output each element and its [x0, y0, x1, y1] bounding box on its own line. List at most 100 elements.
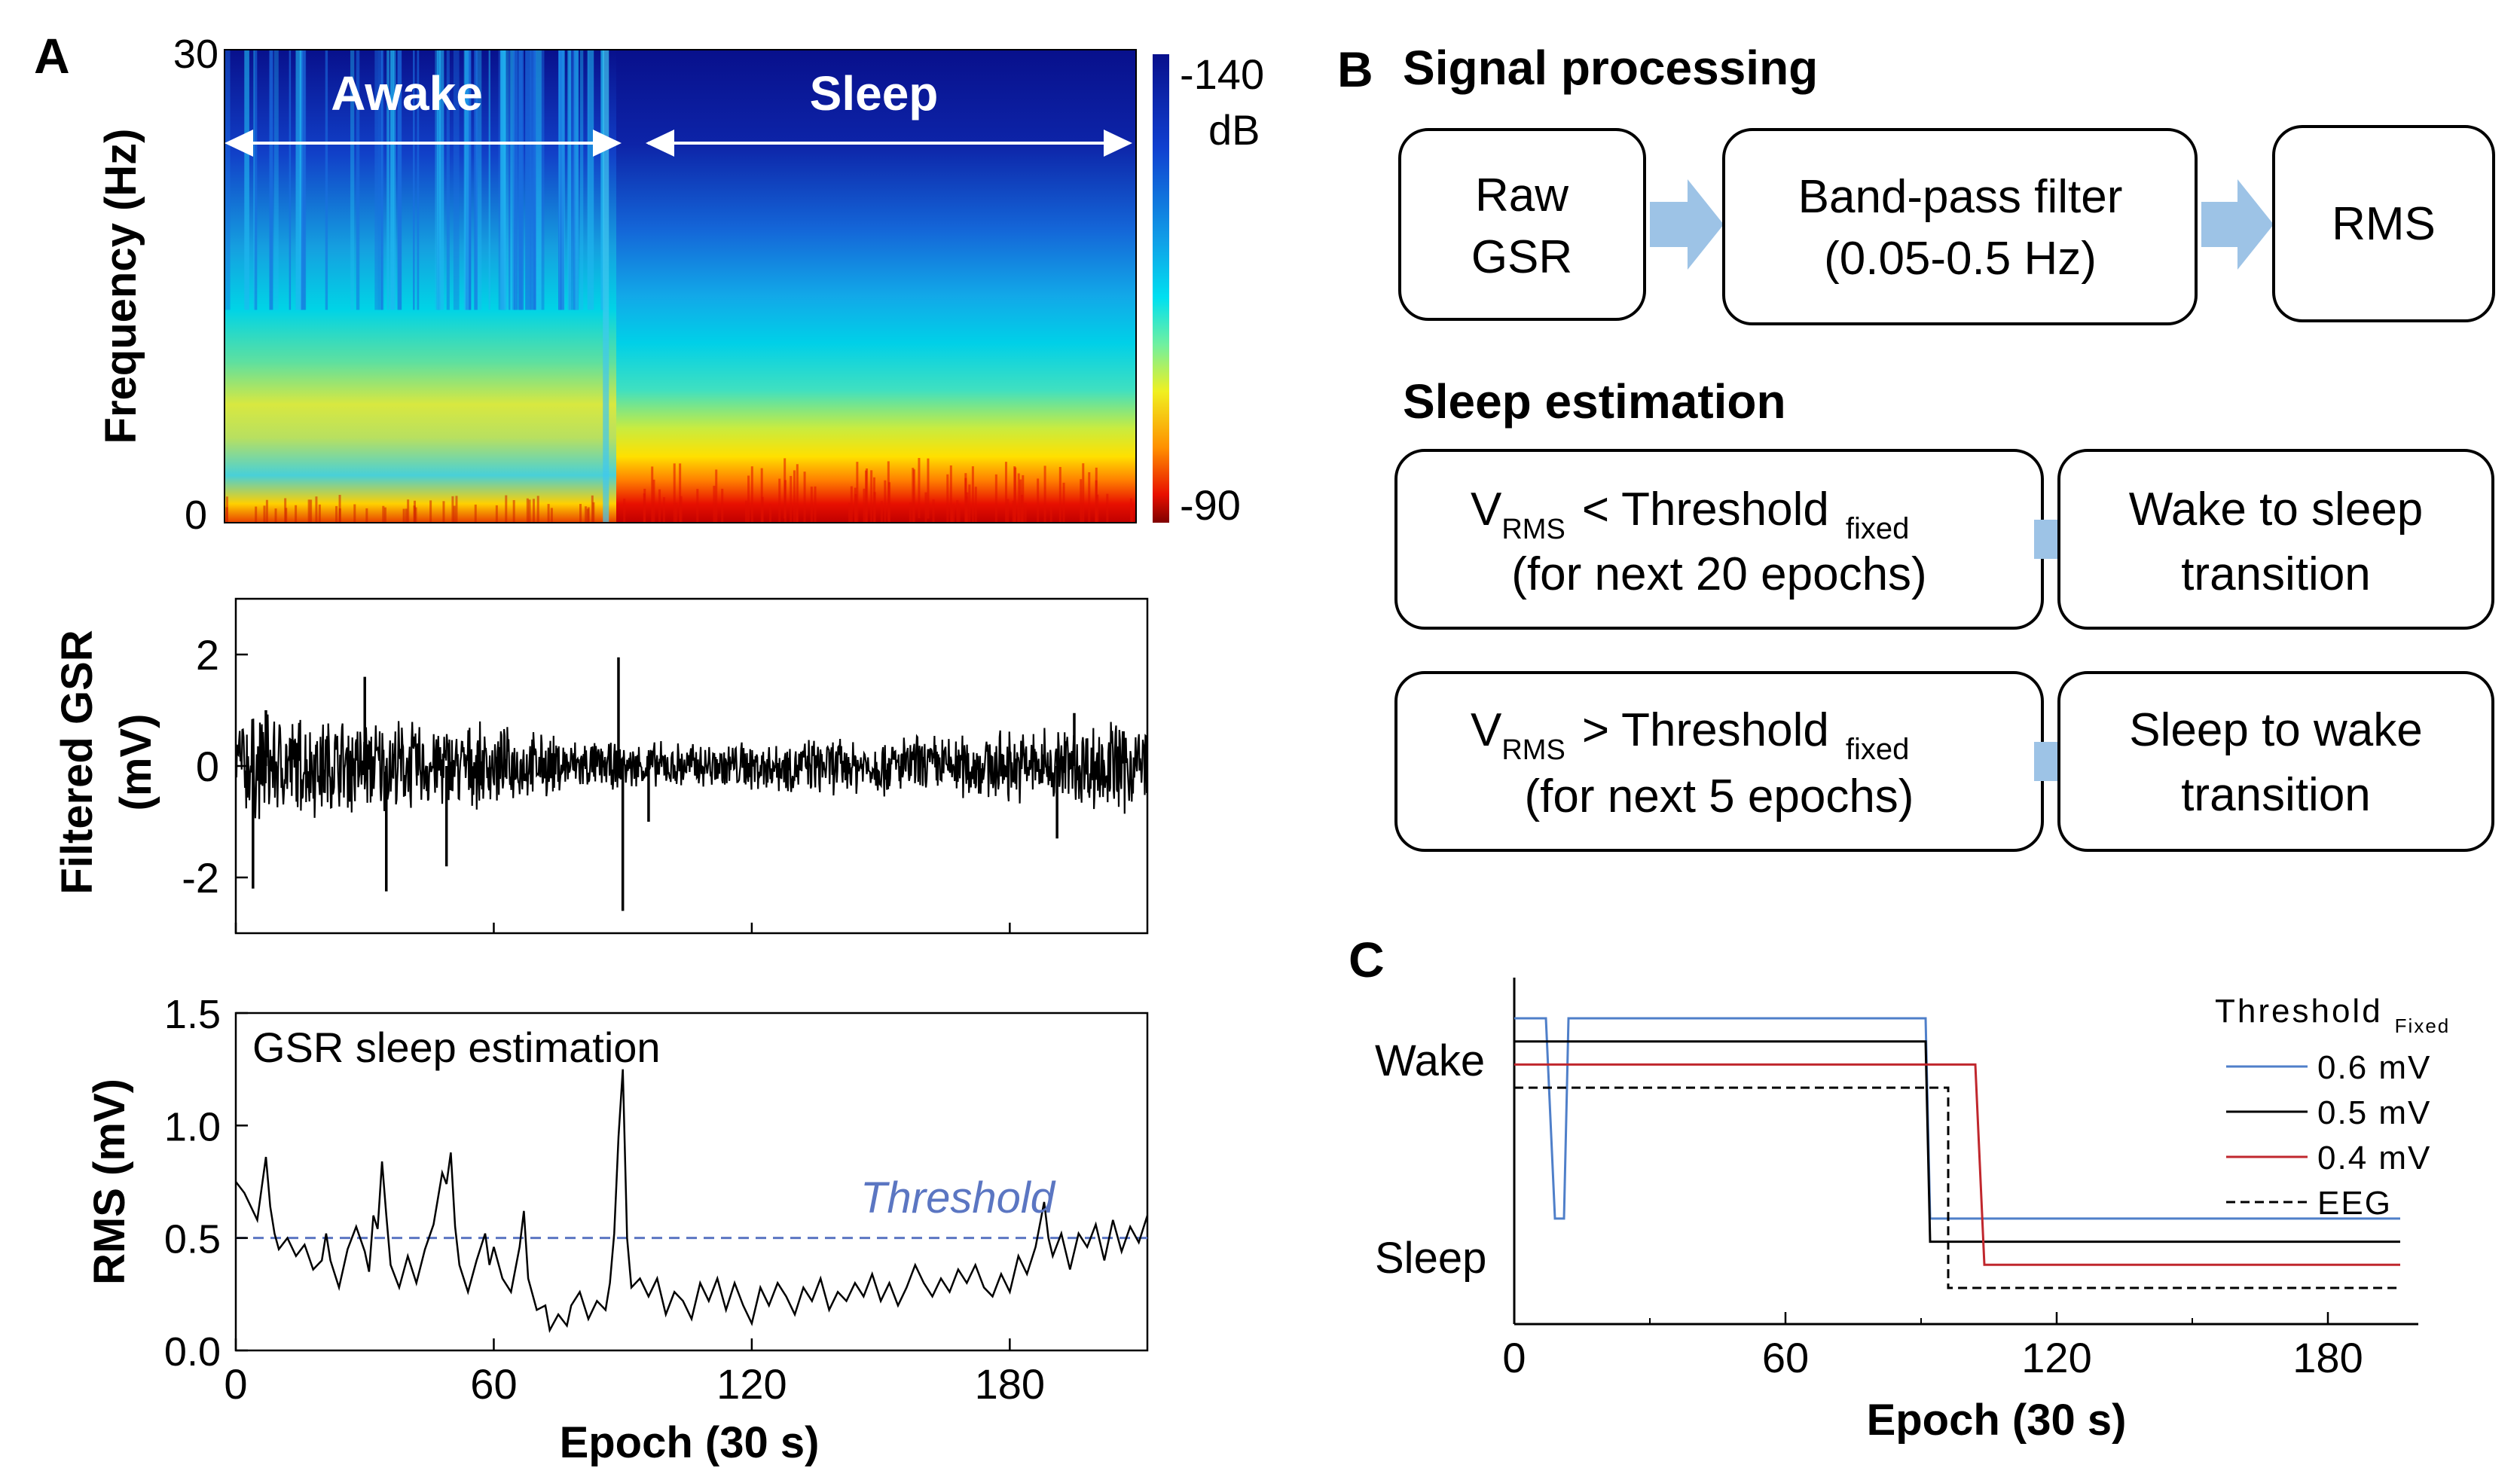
spectrogram-low-band [414, 500, 417, 523]
spectrogram-low-band [721, 488, 724, 523]
spectrogram-streak [600, 50, 604, 310]
legend-label: 0.6 mV [2317, 1049, 2431, 1086]
spectrogram-chart: Awake Sleep 30 0 Frequency (Hz) [96, 32, 1137, 538]
bandpass-line2: (0.05-0.5 Hz) [1824, 233, 2097, 285]
spectrogram-low-band [442, 501, 445, 523]
spectrogram-low-band [1024, 502, 1027, 523]
region-label-awake: Awake [331, 66, 483, 121]
spectrogram-streak [579, 50, 584, 310]
spectrogram-low-band [274, 508, 277, 523]
rms-ytick-label: 1.0 [164, 1104, 221, 1149]
spectrogram-awake-region [225, 50, 616, 523]
gsr-trace [236, 714, 1147, 819]
spectrogram-low-band [866, 468, 869, 523]
spectrogram-low-band [623, 499, 626, 523]
panel-label-c: C [1349, 932, 1385, 987]
rms-xtick-label: 180 [975, 1360, 1045, 1408]
colorbar: -140 dB -90 [1153, 50, 1264, 529]
spectrogram-streak [269, 50, 273, 310]
spectrogram-streak [518, 50, 524, 310]
spectrogram-low-band [863, 488, 866, 523]
condition2-line2: (for next 5 epochs) [1525, 771, 1914, 822]
hypnogram-xlabel: Epoch (30 s) [1867, 1396, 2127, 1445]
spectrogram-streak [474, 50, 478, 310]
hypnogram-series-0 [1514, 1017, 2400, 1220]
raw-gsr-line2: GSR [1471, 231, 1572, 283]
spectrogram-low-band [414, 507, 417, 523]
spectrogram-streak [573, 50, 579, 310]
spectrogram-low-band [909, 502, 912, 523]
spectrogram-low-band [265, 499, 268, 523]
flowchart: Raw GSR Band-pass filter (0.05-0.5 Hz) R… [1394, 125, 2495, 852]
spectrogram-low-band [1129, 498, 1132, 523]
hypnogram-xtick-label: 120 [2021, 1334, 2091, 1381]
spectrogram-low-band [873, 492, 876, 523]
spectrogram-streak [587, 50, 589, 310]
spectrogram-low-band [1095, 480, 1098, 523]
spectrogram-low-band [285, 508, 288, 523]
spectrogram-low-band [651, 466, 654, 523]
spectrogram-low-band [968, 484, 971, 523]
spectrogram-low-band [927, 458, 930, 519]
spectrogram-low-band [1080, 479, 1083, 523]
condition1-v: V [1471, 484, 1502, 536]
condition1-v-sub: RMS [1501, 514, 1565, 545]
spectrogram-streak [244, 50, 249, 310]
spectrogram-low-band [295, 505, 298, 523]
legend-title: Threshold Fixed [2215, 993, 2450, 1037]
spectrogram-streak [488, 50, 490, 310]
arrow-raw-to-filter [1650, 179, 1724, 270]
spectrogram-streak [255, 50, 257, 310]
spectrogram-low-band [956, 500, 959, 523]
spectrogram-streak [254, 50, 258, 310]
spectrogram-low-band [382, 505, 385, 523]
spectrogram-low-band [966, 492, 969, 523]
hypnogram-legend: Threshold Fixed 0.6 mV 0.5 mV 0.4 mV EEG [2215, 993, 2450, 1222]
spectrogram-low-band [974, 487, 977, 523]
signal-processing-title: Signal processing [1403, 41, 1818, 95]
spectrogram-streak [295, 50, 302, 310]
threshold-label: Threshold [860, 1173, 1056, 1222]
hypnogram-sleep-label: Sleep [1375, 1234, 1486, 1283]
spectrogram-low-band [848, 502, 851, 523]
spectrogram-streak [386, 50, 389, 310]
spectrogram-low-band [1022, 475, 1025, 523]
spectrogram-low-band [850, 486, 853, 523]
result1-line2: transition [2181, 548, 2371, 600]
spectrogram-low-band [796, 464, 799, 523]
sleep-to-wake-box [2057, 671, 2494, 852]
spectrogram-streak [588, 50, 594, 310]
spectrogram-low-band [307, 499, 310, 523]
spectrogram-streak [377, 50, 381, 310]
spectrogram-low-band [790, 475, 793, 523]
spectrogram-low-band [1082, 463, 1085, 523]
spectrogram-low-band [856, 462, 859, 523]
spectrogram-low-band [643, 488, 646, 523]
spectrogram-low-band [532, 499, 535, 523]
bandpass-line1: Band-pass filter [1798, 171, 2123, 223]
spectrogram-low-band [952, 503, 955, 523]
spectrogram-low-band [1131, 507, 1134, 523]
condition-wake-to-sleep-box [1394, 449, 2044, 630]
spectrogram-low-band [1043, 465, 1046, 523]
spectrogram-streak [435, 50, 439, 310]
spectrogram-streak [570, 50, 576, 310]
legend-title-main: Threshold [2215, 993, 2383, 1030]
sleep-estimation-title: Sleep estimation [1403, 374, 1786, 429]
condition2-op: > Threshold [1582, 704, 1829, 756]
spectrogram-streak [380, 50, 383, 310]
rms-xtick-label: 60 [470, 1360, 517, 1408]
spectrogram-low-band [912, 469, 915, 523]
condition2-line1: VRMS > Threshold fixed [1471, 704, 1909, 766]
hypnogram-wake-label: Wake [1375, 1036, 1485, 1085]
spectrogram-streak [397, 50, 402, 310]
spectrogram-low-band [814, 486, 817, 523]
spectrogram-streak [413, 50, 415, 310]
spectrogram-low-band [505, 495, 508, 523]
spectrogram-low-band [536, 496, 539, 523]
spectrogram-low-band [284, 498, 287, 523]
spectrogram-low-band [585, 506, 588, 523]
spectrogram-low-band [747, 475, 750, 523]
spectrogram-low-band [880, 501, 883, 523]
spectrogram-streak [325, 50, 328, 310]
